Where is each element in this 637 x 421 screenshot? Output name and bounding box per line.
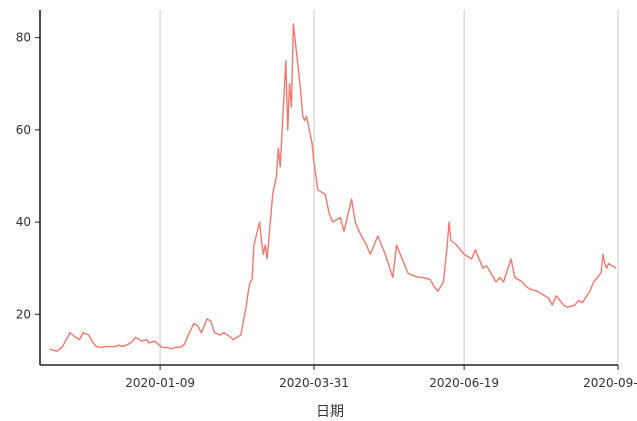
x-tick-label: 2020-03-31 (279, 376, 349, 390)
y-tick-label: 80 (16, 31, 31, 45)
axis-layer: 2020-01-09 2020-03-31 2020-06-19 2020-09-09… (16, 10, 637, 390)
x-tick-label: 2020-09-09 (583, 376, 637, 390)
y-tick-label: 40 (16, 215, 31, 229)
series-line (49, 23, 617, 352)
x-tick-label: 2020-06-19 (429, 376, 499, 390)
plot-layer (49, 23, 617, 352)
x-tick-label: 2020-01-09 (125, 376, 195, 390)
grid-layer (159, 10, 619, 365)
y-tick-label: 20 (16, 307, 31, 321)
y-tick-label: 60 (16, 123, 31, 137)
x-axis-title: 日期 (316, 404, 344, 420)
